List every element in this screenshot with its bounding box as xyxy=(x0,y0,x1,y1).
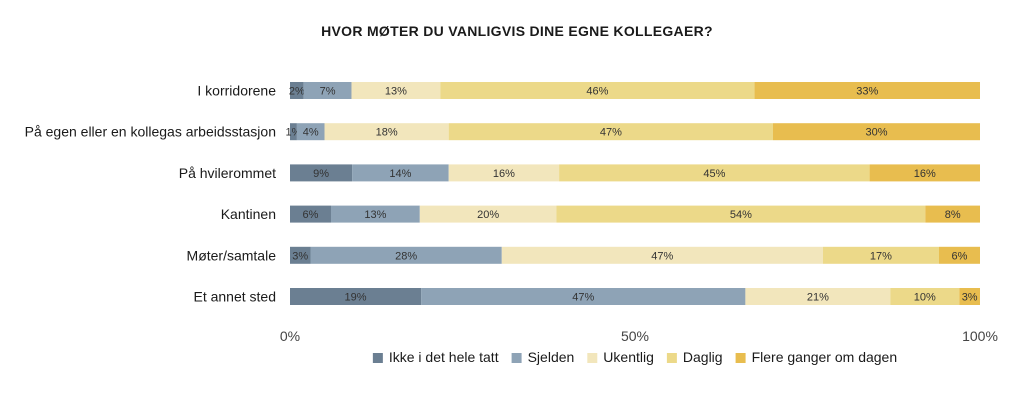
data-label: 21% xyxy=(807,292,829,304)
legend-swatch xyxy=(735,353,746,363)
bar-segment-daglig xyxy=(448,123,773,141)
bar-segment-sjelden xyxy=(303,82,352,99)
bar-row-pa-egen-eller-en-kollegas-arbeidsstasjon: På egen eller en kollegas arbeidsstasjon… xyxy=(25,123,980,141)
bar-segment-ukentlig xyxy=(419,205,557,223)
data-label: 33% xyxy=(856,86,878,98)
legend-item-ukentlig: Ukentlig xyxy=(587,349,654,365)
bar-segment-ikke-i-det-hele-tatt xyxy=(290,164,353,182)
data-label: 13% xyxy=(385,86,407,98)
category-label: Møter/samtale xyxy=(187,247,277,263)
legend-item-daglig: Daglig xyxy=(666,349,723,365)
bar-segment-ukentlig xyxy=(324,123,449,141)
bar-segment-flere-ganger-om-dagen xyxy=(925,205,980,223)
bars: I korridorene 2% 7% 13% 46% 33% På egen eller … xyxy=(25,82,980,305)
legend: Ikke i det hele tatt Sjelden Ukentlig Dagli… xyxy=(372,349,898,365)
data-label: 6% xyxy=(952,250,968,262)
data-label: 16% xyxy=(914,168,936,180)
bar-segment-daglig xyxy=(556,205,926,223)
data-label: 6% xyxy=(303,209,319,221)
bar-row-et-annet-sted: Et annet sted 19% 47% 21% 10% 3% xyxy=(193,288,980,305)
bar-segment-ukentlig xyxy=(745,288,891,305)
chart-title: HVOR MØTER DU VANLIGVIS DINE EGNE KOLLEG… xyxy=(321,23,713,39)
bar-segment-ukentlig xyxy=(501,246,823,264)
bar-segment-sjelden xyxy=(352,164,449,182)
data-label: 14% xyxy=(389,168,411,180)
data-label: 54% xyxy=(730,209,752,221)
category-label: På egen eller en kollegas arbeidsstasjon xyxy=(25,124,276,140)
data-label: 20% xyxy=(477,209,499,221)
bar-segment-ikke-i-det-hele-tatt xyxy=(290,123,297,141)
x-tick-label: 100% xyxy=(962,328,998,344)
data-label: 18% xyxy=(376,127,398,139)
bar-segment-flere-ganger-om-dagen xyxy=(939,246,980,264)
category-label: Et annet sted xyxy=(193,289,276,305)
data-label: 9% xyxy=(313,168,329,180)
bar-segment-flere-ganger-om-dagen xyxy=(754,82,980,99)
data-label: 28% xyxy=(395,250,417,262)
bar-segment-flere-ganger-om-dagen xyxy=(959,288,980,305)
legend-swatch xyxy=(511,353,522,363)
data-label: 47% xyxy=(651,250,673,262)
category-label: Kantinen xyxy=(221,206,276,222)
data-label: 13% xyxy=(364,209,386,221)
data-label: 19% xyxy=(345,292,367,304)
bar-segment-daglig xyxy=(822,246,940,264)
data-label: 3% xyxy=(962,292,978,304)
legend-item-sjelden: Sjelden xyxy=(511,349,575,365)
bar-row-pa-hvilerommet: På hvilerommet 9% 14% 16% 45% 16% xyxy=(179,164,980,182)
data-label: 47% xyxy=(572,292,594,304)
x-tick-label: 0% xyxy=(280,328,300,344)
legend-item-ikke-i-det-hele-tatt: Ikke i det hele tatt xyxy=(372,349,499,365)
bar-segment-ikke-i-det-hele-tatt xyxy=(290,82,304,99)
bar-segment-flere-ganger-om-dagen xyxy=(773,123,980,141)
data-label: 30% xyxy=(865,127,887,139)
bar-segment-sjelden xyxy=(421,288,746,305)
bar-segment-daglig xyxy=(440,82,755,99)
legend-swatch xyxy=(372,353,383,363)
bar-segment-sjelden xyxy=(330,205,420,223)
x-tick-label: 50% xyxy=(621,328,649,344)
data-label: 2% xyxy=(289,86,305,98)
bar-row-kantinen: Kantinen 6% 13% 20% 54% 8% xyxy=(221,205,980,223)
data-label: 46% xyxy=(586,86,608,98)
category-label: I korridorene xyxy=(197,83,276,99)
data-label: 45% xyxy=(703,168,725,180)
legend-item-flere-ganger-om-dagen: Flere ganger om dagen xyxy=(735,349,898,365)
data-label: 47% xyxy=(600,127,622,139)
legend-label: Flere ganger om dagen xyxy=(752,349,898,365)
bar-segment-sjelden xyxy=(296,123,325,141)
bar-segment-flere-ganger-om-dagen xyxy=(869,164,980,182)
x-axis-ticks: 0% 50% 100% xyxy=(280,328,998,344)
legend-label: Daglig xyxy=(683,349,723,365)
legend-swatch xyxy=(666,353,677,363)
bar-segment-ikke-i-det-hele-tatt xyxy=(290,246,311,264)
bar-segment-ikke-i-det-hele-tatt xyxy=(290,205,331,223)
category-label: På hvilerommet xyxy=(179,165,276,181)
bar-segment-ikke-i-det-hele-tatt xyxy=(290,288,422,305)
data-label: 10% xyxy=(914,292,936,304)
data-label: 7% xyxy=(320,86,336,98)
legend-label: Sjelden xyxy=(528,349,575,365)
legend-label: Ikke i det hele tatt xyxy=(389,349,499,365)
data-label: 4% xyxy=(303,127,319,139)
data-label: 3% xyxy=(292,250,308,262)
legend-label: Ukentlig xyxy=(603,349,654,365)
bar-segment-ukentlig xyxy=(351,82,441,99)
bar-segment-sjelden xyxy=(310,246,502,264)
bar-row-moter-samtale: Møter/samtale 3% 28% 47% 17% 6% xyxy=(187,246,980,264)
data-label: 17% xyxy=(870,250,892,262)
legend-swatch xyxy=(587,353,598,363)
data-label: 16% xyxy=(493,168,515,180)
bar-segment-daglig xyxy=(890,288,960,305)
data-label: 8% xyxy=(945,209,961,221)
bar-row-i-korridorene: I korridorene 2% 7% 13% 46% 33% xyxy=(197,82,980,99)
bar-segment-ukentlig xyxy=(448,164,560,182)
bar-segment-daglig xyxy=(559,164,870,182)
